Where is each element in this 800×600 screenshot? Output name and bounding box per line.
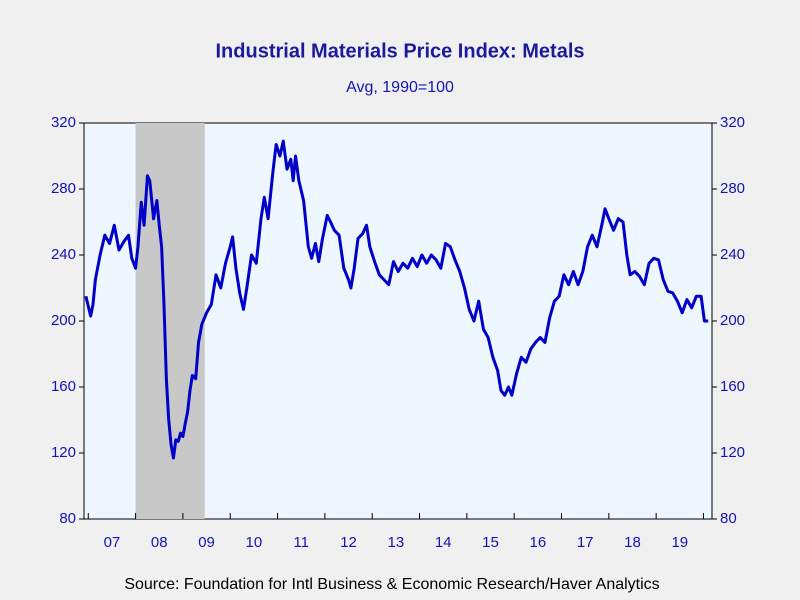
x-tick-label: 15 xyxy=(482,534,499,551)
y-tick-label: 80 xyxy=(59,510,76,527)
y-tick-label: 160 xyxy=(51,378,76,395)
y-tick-label: 240 xyxy=(51,246,76,263)
y-tick-label: 200 xyxy=(51,312,76,329)
chart-subtitle: Avg, 1990=100 xyxy=(346,79,454,96)
x-tick-label: 08 xyxy=(151,534,168,551)
chart-title: Industrial Materials Price Index: Metals xyxy=(215,40,584,62)
x-tick-label: 16 xyxy=(530,534,547,551)
y-tick-label: 280 xyxy=(51,180,76,197)
x-tick-label: 09 xyxy=(198,534,215,551)
y2-tick-label: 80 xyxy=(720,510,737,527)
data-line xyxy=(84,139,709,460)
x-tick-label: 07 xyxy=(104,534,121,551)
x-tick-label: 13 xyxy=(388,534,405,551)
x-tick-label: 19 xyxy=(671,534,688,551)
y2-tick-label: 280 xyxy=(720,180,745,197)
x-tick-label: 10 xyxy=(246,534,263,551)
x-tick-label: 18 xyxy=(624,534,641,551)
y2-tick-label: 160 xyxy=(720,378,745,395)
y2-tick-label: 320 xyxy=(720,114,745,131)
y2-tick-label: 200 xyxy=(720,312,745,329)
y-tick-label: 320 xyxy=(51,114,76,131)
y2-tick-label: 120 xyxy=(720,444,745,461)
x-tick-label: 12 xyxy=(340,534,357,551)
x-tick-label: 11 xyxy=(293,534,309,551)
source-note: Source: Foundation for Intl Business & E… xyxy=(124,576,659,593)
x-tick-label: 14 xyxy=(435,534,452,551)
y-tick-label: 120 xyxy=(51,444,76,461)
y2-tick-label: 240 xyxy=(720,246,745,263)
x-tick-label: 17 xyxy=(577,534,594,551)
